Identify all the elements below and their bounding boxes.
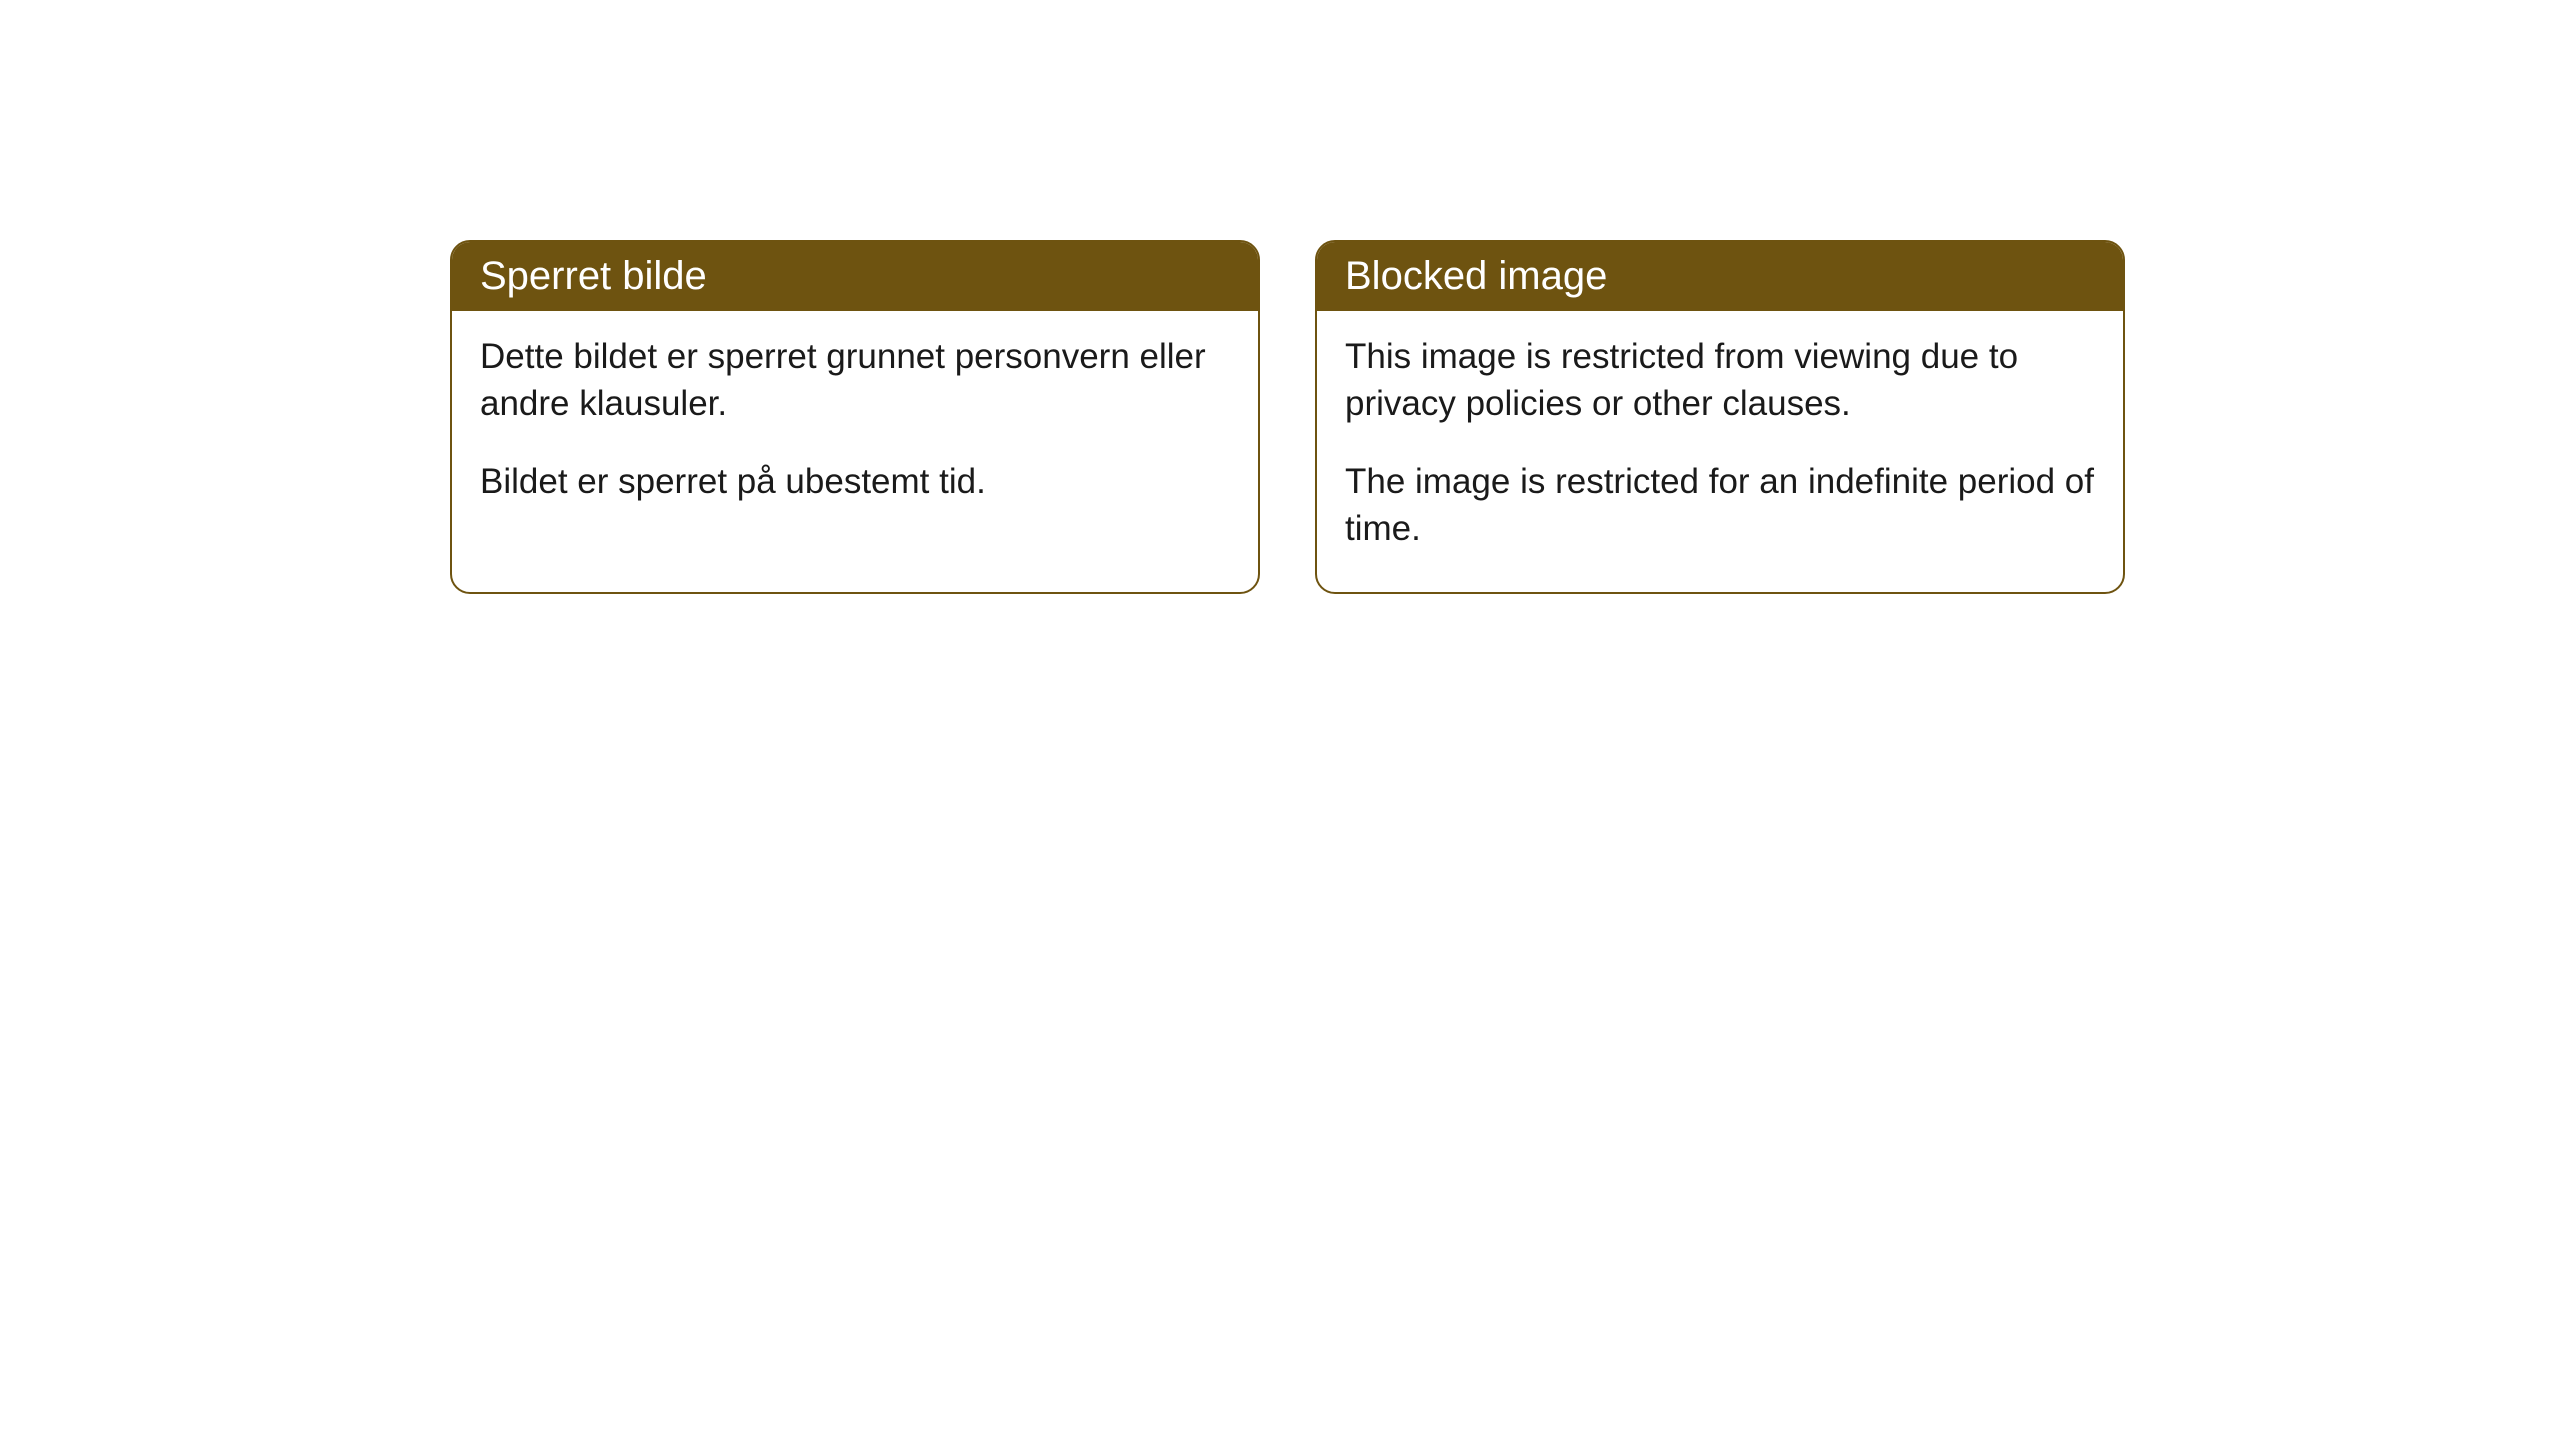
card-paragraph: Dette bildet er sperret grunnet personve… bbox=[480, 333, 1230, 428]
card-paragraph: The image is restricted for an indefinit… bbox=[1345, 458, 2095, 553]
blocked-image-card-english: Blocked image This image is restricted f… bbox=[1315, 240, 2125, 594]
card-header: Sperret bilde bbox=[452, 242, 1258, 311]
card-paragraph: Bildet er sperret på ubestemt tid. bbox=[480, 458, 1230, 505]
blocked-image-card-norwegian: Sperret bilde Dette bildet er sperret gr… bbox=[450, 240, 1260, 594]
card-title: Sperret bilde bbox=[480, 254, 707, 298]
card-body: This image is restricted from viewing du… bbox=[1317, 311, 2123, 592]
card-body: Dette bildet er sperret grunnet personve… bbox=[452, 311, 1258, 545]
card-header: Blocked image bbox=[1317, 242, 2123, 311]
notice-cards-container: Sperret bilde Dette bildet er sperret gr… bbox=[450, 240, 2125, 594]
card-paragraph: This image is restricted from viewing du… bbox=[1345, 333, 2095, 428]
card-title: Blocked image bbox=[1345, 254, 1607, 298]
